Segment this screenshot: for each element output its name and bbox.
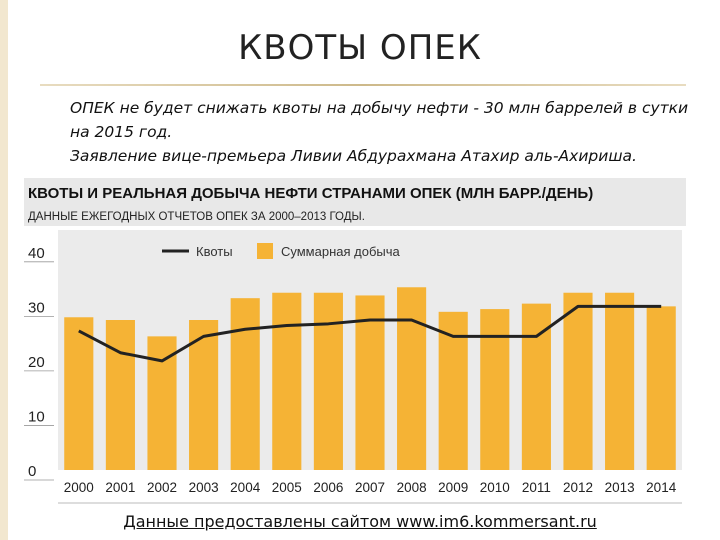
- chart-svg: КВОТЫ И РЕАЛЬНАЯ ДОБЫЧА НЕФТИ СТРАНАМИ О…: [24, 178, 686, 504]
- legend-output-label: Суммарная добыча: [281, 244, 401, 259]
- bar-total-output: [230, 298, 260, 470]
- x-tick-label: 2011: [522, 480, 551, 495]
- x-tick-label: 2008: [397, 480, 427, 495]
- chart-panel: КВОТЫ И РЕАЛЬНАЯ ДОБЫЧА НЕФТИ СТРАНАМИ О…: [24, 178, 686, 506]
- y-tick-label: 10: [28, 408, 45, 425]
- slide-title: КВОТЫ ОПЕК: [238, 28, 482, 68]
- slide-body: ОПЕК не будет снижать квоты на добычу не…: [36, 96, 696, 168]
- legend-quota-label: Квоты: [196, 244, 233, 259]
- x-tick-label: 2003: [189, 480, 219, 495]
- bar-total-output: [189, 320, 219, 470]
- y-tick-label: 40: [28, 245, 45, 262]
- source-link[interactable]: Данные предоставлены сайтом www.im6.komm…: [123, 512, 597, 531]
- chart-title: КВОТЫ И РЕАЛЬНАЯ ДОБЫЧА НЕФТИ СТРАНАМИ О…: [28, 185, 593, 202]
- x-tick-label: 2002: [147, 480, 177, 495]
- bar-total-output: [480, 309, 510, 470]
- bar-total-output: [355, 295, 385, 470]
- x-tick-label: 2014: [646, 480, 677, 495]
- chart-header-band: [24, 178, 686, 226]
- y-tick-label: 30: [28, 299, 45, 316]
- x-tick-label: 2007: [355, 480, 385, 495]
- bar-total-output: [272, 292, 302, 470]
- slide-edge-strip: [0, 0, 8, 540]
- x-tick-label: 2010: [480, 480, 510, 495]
- x-tick-label: 2004: [230, 480, 261, 495]
- bar-total-output: [313, 292, 343, 470]
- legend-output-swatch: [257, 243, 273, 259]
- bar-total-output: [521, 303, 551, 470]
- bar-total-output: [646, 306, 676, 470]
- x-tick-label: 2006: [313, 480, 343, 495]
- bar-total-output: [105, 320, 135, 470]
- x-tick-label: 2001: [105, 480, 135, 495]
- x-tick-label: 2005: [272, 480, 302, 495]
- y-tick-label: 0: [28, 463, 36, 480]
- x-tick-label: 2013: [605, 480, 635, 495]
- bar-total-output: [64, 317, 94, 470]
- body-paragraph-quota: ОПЕК не будет снижать квоты на добычу не…: [70, 99, 689, 141]
- y-tick-label: 20: [28, 354, 45, 371]
- x-tick-label: 2000: [64, 480, 94, 495]
- bar-total-output: [397, 287, 427, 470]
- y-axis-area: [24, 230, 58, 504]
- x-tick-label: 2009: [438, 480, 468, 495]
- bar-total-output: [605, 292, 635, 470]
- title-divider: [40, 84, 686, 86]
- bar-total-output: [563, 292, 593, 470]
- quota-line: [78, 304, 662, 363]
- bar-total-output: [438, 311, 468, 470]
- x-tick-label: 2012: [563, 480, 593, 495]
- body-paragraph-statement: Заявление вице-премьера Ливии Абдурахман…: [70, 147, 637, 165]
- chart-subtitle: ДАННЫЕ ЕЖЕГОДНЫХ ОТЧЕТОВ ОПЕК ЗА 2000–20…: [28, 211, 365, 223]
